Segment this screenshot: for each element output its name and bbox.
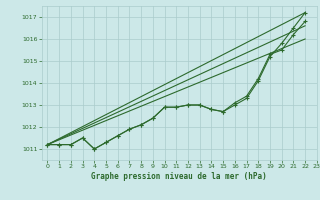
X-axis label: Graphe pression niveau de la mer (hPa): Graphe pression niveau de la mer (hPa) xyxy=(91,172,267,181)
